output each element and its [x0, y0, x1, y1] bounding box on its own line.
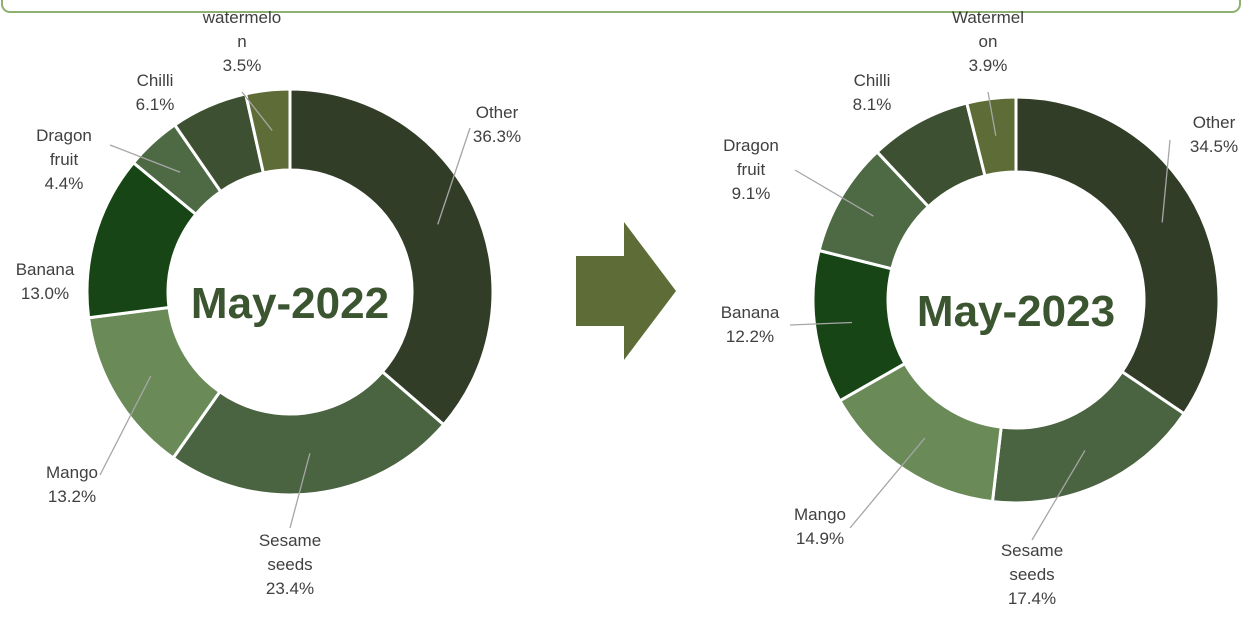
label-name: Chilli	[853, 71, 891, 90]
donut-slice	[1014, 95, 1221, 416]
data-label: Chilli 6.1%	[115, 69, 195, 117]
label-value: 4.4%	[44, 174, 84, 193]
data-label: Other 36.3%	[457, 101, 537, 149]
label-value: 13.0%	[20, 284, 70, 303]
label-value: 36.3%	[472, 127, 522, 146]
leader-line	[849, 437, 926, 529]
label-name: Mango	[46, 463, 98, 482]
label-name: watermelon	[202, 8, 282, 51]
label-value: 6.1%	[135, 95, 175, 114]
leader-line	[99, 375, 152, 476]
leader-line	[1031, 450, 1086, 541]
leader-line	[794, 169, 874, 217]
label-name: Banana	[720, 303, 780, 322]
data-label: Dragon fruit 4.4%	[24, 124, 104, 196]
label-value: 17.4%	[1007, 589, 1057, 608]
banner-edge	[1, 0, 1241, 13]
data-label: Banana 13.0%	[5, 258, 85, 306]
label-value: 8.1%	[852, 95, 892, 114]
data-label: watermelon 3.5%	[202, 6, 282, 78]
label-value: 12.2%	[725, 327, 775, 346]
donut-slice	[288, 87, 495, 427]
data-label: Banana 12.2%	[710, 301, 790, 349]
label-value: 14.9%	[795, 529, 845, 548]
label-value: 3.9%	[968, 56, 1008, 75]
data-label: Other 34.5%	[1174, 111, 1247, 159]
leader-line	[241, 91, 273, 131]
leader-line	[437, 127, 471, 225]
data-label: Sesame seeds 23.4%	[250, 529, 330, 601]
label-value: 13.2%	[47, 487, 97, 506]
label-name: Banana	[15, 260, 75, 279]
label-value: 3.5%	[222, 56, 262, 75]
data-label: Watermelon 3.9%	[948, 6, 1028, 78]
data-label: Mango 14.9%	[780, 503, 860, 551]
center-title: May-2022	[190, 279, 390, 328]
leader-line	[1161, 139, 1171, 223]
leader-line	[789, 321, 853, 326]
donut-slice	[171, 369, 446, 497]
donut-slice	[964, 95, 1018, 178]
label-value: 23.4%	[265, 579, 315, 598]
label-name: Chilli	[136, 71, 174, 90]
center-title: May-2023	[916, 287, 1116, 336]
label-name: Sesame seeds	[258, 531, 322, 574]
label-name: Other	[1192, 113, 1236, 132]
leader-line	[289, 453, 311, 529]
label-value: 34.5%	[1189, 137, 1239, 156]
label-value: 9.1%	[731, 184, 771, 203]
label-name: Mango	[794, 505, 846, 524]
arrow	[576, 222, 676, 360]
leader-line	[109, 144, 181, 173]
label-name: Watermelon	[951, 8, 1025, 51]
label-name: Dragon fruit	[36, 126, 92, 169]
leader-line	[987, 91, 997, 136]
data-label: Mango 13.2%	[32, 461, 112, 509]
label-name: Dragon fruit	[723, 136, 779, 179]
label-name: Other	[475, 103, 519, 122]
data-label: Chilli 8.1%	[832, 69, 912, 117]
data-label: Dragon fruit 9.1%	[711, 134, 791, 206]
data-label: Sesame seeds 17.4%	[992, 539, 1072, 611]
label-name: Sesame seeds	[1000, 541, 1064, 584]
